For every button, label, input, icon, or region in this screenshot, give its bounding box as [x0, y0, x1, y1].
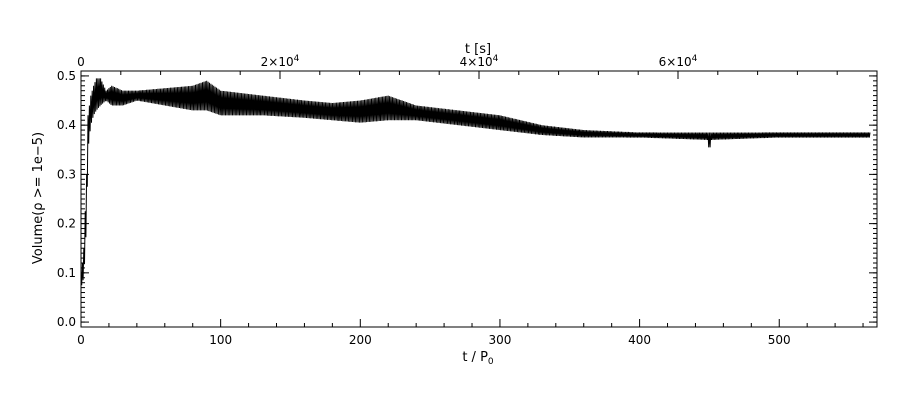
y-tick-label: 0.4: [57, 118, 76, 132]
y-tick-label: 0.5: [57, 69, 76, 83]
top-tick-labels: 0 2×104 4×104 6×104: [77, 54, 697, 69]
x-tick-label: 500: [768, 333, 791, 347]
series-layer: [80, 78, 871, 286]
top-tick-label: 4×104: [460, 54, 499, 69]
x-tick-label: 200: [349, 333, 372, 347]
y-tick-label: 0.0: [57, 315, 76, 329]
y-tick-labels: 0.0 0.1 0.2 0.3 0.4 0.5: [57, 69, 76, 329]
y-tick-label: 0.2: [57, 217, 76, 231]
top-tick-label: 2×104: [261, 54, 300, 69]
y-axis-label: Volume(ρ >= 1e−5): [31, 132, 46, 264]
top-tick-label: 0: [77, 55, 85, 69]
x-axis-label: t / P0: [462, 350, 494, 367]
x-tick-label: 300: [488, 333, 511, 347]
top-tick-label: 6×104: [659, 54, 698, 69]
x-tick-label: 400: [628, 333, 651, 347]
y-tick-label: 0.1: [57, 266, 76, 280]
y-tick-label: 0.3: [57, 167, 76, 181]
plot-frame: [80, 70, 878, 328]
top-axis-label: t [s]: [465, 42, 491, 57]
x-tick-label: 0: [77, 333, 85, 347]
x-tick-labels: 0 100 200 300 400 500: [77, 333, 791, 347]
series-line-0: [80, 78, 871, 286]
x-tick-label: 100: [209, 333, 232, 347]
